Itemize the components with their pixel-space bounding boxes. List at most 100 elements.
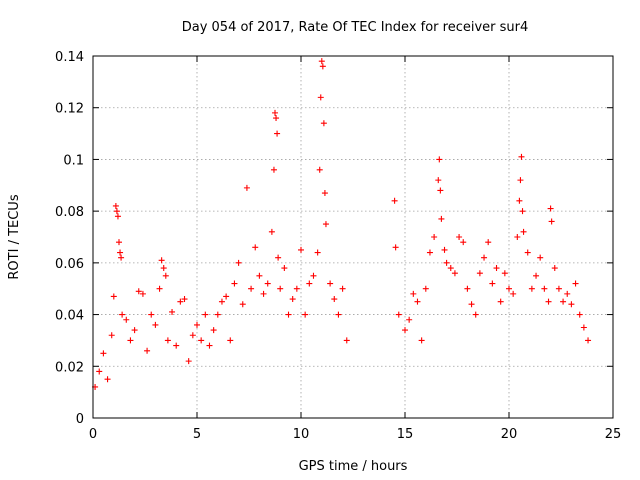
data-point (391, 197, 398, 204)
data-point (406, 316, 413, 323)
data-point (537, 254, 544, 261)
data-point (194, 321, 200, 328)
data-point (275, 254, 282, 261)
data-point (402, 327, 408, 334)
y-tick-label: 0.14 (55, 50, 84, 65)
data-point (524, 249, 531, 256)
data-point (198, 337, 205, 344)
data-point (576, 311, 583, 318)
data-point (472, 311, 479, 318)
data-point (210, 327, 217, 334)
axis-ticks (92, 55, 614, 419)
chart-title: Day 054 of 2017, Rate Of TEC Index for r… (182, 20, 529, 35)
data-point (252, 244, 259, 251)
data-point (327, 280, 334, 287)
data-point (285, 311, 292, 318)
data-point (422, 285, 429, 292)
data-point (519, 208, 526, 215)
data-point (489, 280, 496, 287)
data-point (281, 265, 288, 272)
y-tick-labels: 0 0.02 0.04 0.06 0.08 0.1 0.12 0.14 (55, 50, 84, 427)
data-point (548, 218, 555, 225)
data-point (173, 342, 180, 349)
data-point (560, 298, 567, 305)
data-point (533, 272, 540, 279)
data-point (104, 376, 111, 383)
data-point (564, 290, 571, 297)
data-point (395, 311, 402, 318)
data-point (272, 109, 278, 116)
data-point (501, 270, 508, 277)
y-tick-label: 0.08 (55, 205, 84, 220)
data-point (335, 311, 342, 318)
data-point (517, 177, 524, 184)
data-point (227, 337, 234, 344)
data-point (177, 298, 184, 305)
data-point (235, 259, 242, 266)
data-point (451, 270, 458, 277)
data-point (139, 290, 146, 297)
data-point (585, 337, 592, 344)
data-point (436, 156, 443, 163)
data-point (435, 177, 442, 184)
plot-frame (92, 55, 614, 419)
data-point (264, 280, 271, 287)
data-point (468, 301, 475, 308)
data-point (443, 259, 450, 266)
data-point (520, 228, 527, 235)
data-point (447, 265, 454, 272)
data-point (135, 288, 142, 295)
data-point (181, 296, 188, 303)
data-point (441, 246, 448, 253)
data-point (239, 301, 246, 308)
data-point (112, 202, 119, 209)
data-point (169, 308, 176, 315)
y-tick-label: 0.04 (55, 309, 84, 324)
data-point (321, 190, 328, 197)
data-point (572, 280, 579, 287)
data-point (464, 285, 471, 292)
data-point (547, 205, 554, 212)
data-point (223, 293, 230, 300)
data-points (92, 58, 592, 390)
data-point (528, 285, 535, 292)
data-point (108, 332, 115, 339)
data-point (164, 337, 171, 344)
y-axis-label: ROTI / TECUs (7, 194, 22, 279)
x-tick-label: 5 (193, 427, 201, 442)
data-point (162, 272, 169, 279)
data-point (343, 337, 350, 344)
x-tick-labels: 0 5 10 15 20 25 (89, 427, 621, 442)
data-point (476, 270, 483, 277)
data-point (189, 332, 196, 339)
data-point (555, 285, 562, 292)
data-point (438, 215, 445, 222)
data-point (514, 234, 521, 240)
data-point (127, 337, 134, 344)
data-point (331, 296, 338, 303)
data-point (318, 58, 325, 65)
data-point (119, 311, 126, 318)
data-point (493, 265, 500, 272)
data-point (580, 324, 587, 331)
data-point (456, 234, 463, 240)
data-point (414, 298, 421, 305)
y-tick-label: 0 (76, 412, 84, 427)
data-point (316, 166, 323, 173)
data-point (260, 290, 267, 297)
data-point (256, 272, 263, 279)
data-point (426, 249, 433, 256)
y-tick-label: 0.1 (63, 153, 84, 168)
y-tick-label: 0.06 (55, 257, 84, 272)
data-point (202, 311, 209, 318)
data-point (551, 265, 558, 272)
data-point (510, 290, 517, 297)
data-point (431, 234, 438, 240)
data-point (314, 249, 321, 256)
data-point (274, 130, 281, 137)
data-point (273, 115, 280, 122)
data-point (110, 293, 117, 300)
data-point (152, 321, 159, 328)
data-point (516, 197, 523, 204)
data-point (317, 94, 324, 101)
